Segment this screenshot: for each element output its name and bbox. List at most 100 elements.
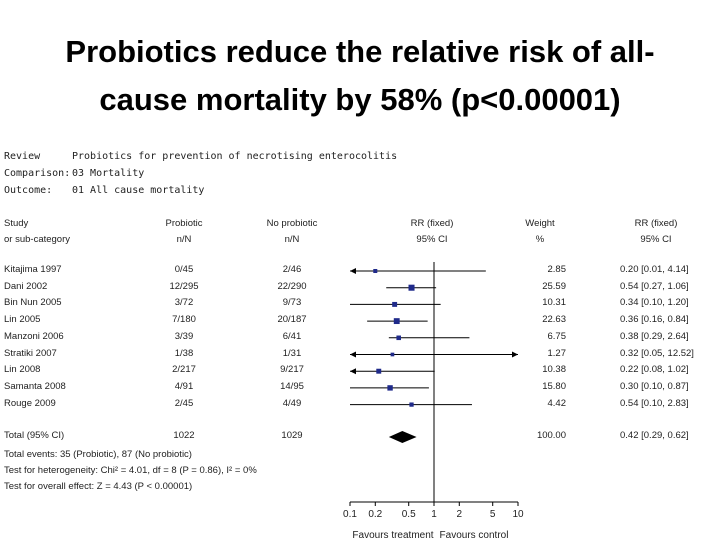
x-label-favours-treatment: Favours treatment <box>352 530 433 540</box>
ci-arrow-right <box>512 351 518 358</box>
header-rr-plot: RR (fixed) <box>410 218 454 229</box>
control-count: 2/46 <box>282 264 302 275</box>
point-estimate-marker <box>408 284 415 291</box>
rr-ci-value: 0.30 [0.10, 0.87] <box>620 380 689 392</box>
meta-comparison-value: 03 Mortality <box>72 168 145 179</box>
x-label-favours-control: Favours control <box>440 530 509 540</box>
study-name: Samanta 2008 <box>4 380 66 392</box>
rr-ci-value: 0.54 [0.27, 1.06] <box>620 280 689 292</box>
header-weight: Weight <box>525 218 555 229</box>
x-tick-label: 0.1 <box>343 509 357 520</box>
note-overall-effect: Test for overall effect: Z = 4.43 (P < 0… <box>4 481 193 492</box>
control-count: 20/187 <box>277 314 307 326</box>
probiotic-count: 1022 <box>173 430 195 441</box>
meta-outcome-label: Outcome: <box>4 185 53 196</box>
note-heterogeneity: Test for heterogeneity: Chi² = 4.01, df … <box>4 465 257 476</box>
point-estimate-marker <box>393 318 400 325</box>
control-count: 4/49 <box>282 397 302 409</box>
weight-value: 10.38 <box>542 364 566 376</box>
header-rr-ci: RR (fixed) <box>634 218 678 229</box>
note-total-events: Total events: 35 (Probiotic), 87 (No pro… <box>4 449 192 460</box>
control-count: 9/73 <box>282 297 302 309</box>
probiotic-count: 2/45 <box>174 397 194 409</box>
study-name: Total (95% CI) <box>4 430 65 441</box>
probiotic-count: 3/39 <box>174 330 194 342</box>
point-estimate-marker <box>387 385 393 391</box>
rr-ci-value: 0.54 [0.10, 2.83] <box>620 397 689 409</box>
total-row: Total (95% CI) 1022 1029 100.00 0.42 [0.29, … <box>0 430 720 447</box>
study-name: Manzoni 2006 <box>4 330 64 342</box>
x-tick-label: 5 <box>490 509 496 520</box>
probiotic-count: 7/180 <box>172 314 196 326</box>
point-estimate-marker <box>376 368 382 374</box>
control-count: 9/217 <box>280 364 304 376</box>
weight-value: 2.85 <box>547 264 567 275</box>
study-name: Kitajima 1997 <box>4 264 62 275</box>
weight-value: 15.80 <box>542 380 566 392</box>
probiotic-count: 12/295 <box>169 280 199 292</box>
study-name: Stratiki 2007 <box>4 347 57 359</box>
ci-arrow-left <box>350 351 356 358</box>
control-count: 1/31 <box>282 347 302 359</box>
title-line-1: Probiotics reduce the relative risk of a… <box>65 34 655 69</box>
point-estimate-marker <box>390 352 395 357</box>
study-name: Dani 2002 <box>4 280 48 292</box>
study-row: Stratiki 2007 1/38 1/31 1.27 0.32 [0.05, 12.… <box>0 348 720 365</box>
rr-ci-value: 0.22 [0.08, 1.02] <box>620 364 689 376</box>
meta-review-label: Review <box>4 151 41 162</box>
header-weight-sub: % <box>535 234 545 245</box>
study-name: Lin 2005 <box>4 314 41 326</box>
header-probiotic: Probiotic <box>165 218 203 229</box>
study-row: Dani 2002 12/295 22/290 25.59 0.54 [0.27, 1.… <box>0 281 720 298</box>
probiotic-count: 2/217 <box>172 364 196 376</box>
header-noprobiotic-sub: n/N <box>284 234 300 245</box>
rr-ci-value: 0.32 [0.05, 12.52] <box>620 347 694 359</box>
point-estimate-marker <box>373 268 378 274</box>
header-probiotic-sub: n/N <box>176 234 192 245</box>
header-noprobiotic: No probiotic <box>266 218 318 229</box>
weight-value: 25.59 <box>542 280 566 292</box>
study-name: Bin Nun 2005 <box>4 297 62 309</box>
control-count: 22/290 <box>277 280 307 292</box>
probiotic-count: 3/72 <box>174 297 194 309</box>
header-study-sub: or sub-category <box>4 234 71 245</box>
probiotic-count: 0/45 <box>174 264 194 275</box>
probiotic-count: 1/38 <box>174 347 194 359</box>
meta-outcome-value: 01 All cause mortality <box>72 185 205 196</box>
rr-ci-value: 0.20 [0.01, 4.14] <box>620 264 689 275</box>
control-count: 6/41 <box>282 330 302 342</box>
rr-ci-value: 0.36 [0.16, 0.84] <box>620 314 689 326</box>
study-row: Rouge 2009 2/45 4/49 4.42 0.54 [0.10, 2.83] <box>0 398 720 415</box>
rr-ci-value: 0.34 [0.10, 1.20] <box>620 297 689 309</box>
x-tick-label: 10 <box>512 509 524 520</box>
header-rr-ci-sub: 95% CI <box>640 234 672 245</box>
point-estimate-marker <box>396 335 401 341</box>
control-count: 14/95 <box>280 380 304 392</box>
weight-value: 100.00 <box>536 430 566 441</box>
weight-value: 1.27 <box>547 347 567 359</box>
point-estimate-marker <box>409 402 414 407</box>
study-name: Rouge 2009 <box>4 397 56 409</box>
x-tick-label: 2 <box>457 509 463 520</box>
rr-ci-value: 0.38 [0.29, 2.64] <box>620 330 689 342</box>
control-count: 1029 <box>281 430 303 441</box>
meta-review-value: Probiotics for prevention of necrotising… <box>72 151 398 162</box>
ci-arrow-left <box>350 368 356 375</box>
header-rr-plot-sub: 95% CI <box>416 234 448 245</box>
weight-value: 4.42 <box>547 397 567 409</box>
weight-value: 6.75 <box>547 330 567 342</box>
x-tick-label: 0.5 <box>402 509 416 520</box>
study-row: Manzoni 2006 3/39 6/41 6.75 0.38 [0.29, 2.64… <box>0 331 720 348</box>
study-row: Lin 2008 2/217 9/217 10.38 0.22 [0.08, 1.02] <box>0 364 720 381</box>
x-tick-label: 1 <box>431 509 437 520</box>
ci-arrow-left <box>350 268 356 274</box>
meta-comparison-label: Comparison: <box>4 168 71 179</box>
study-row: Bin Nun 2005 3/72 9/73 10.31 0.34 [0.10, 1.2… <box>0 297 720 314</box>
weight-value: 22.63 <box>542 314 566 326</box>
point-estimate-marker <box>392 301 398 307</box>
study-name: Lin 2008 <box>4 364 41 376</box>
weight-value: 10.31 <box>542 297 566 309</box>
pooled-estimate-diamond <box>388 431 417 443</box>
header-study: Study <box>4 218 29 229</box>
